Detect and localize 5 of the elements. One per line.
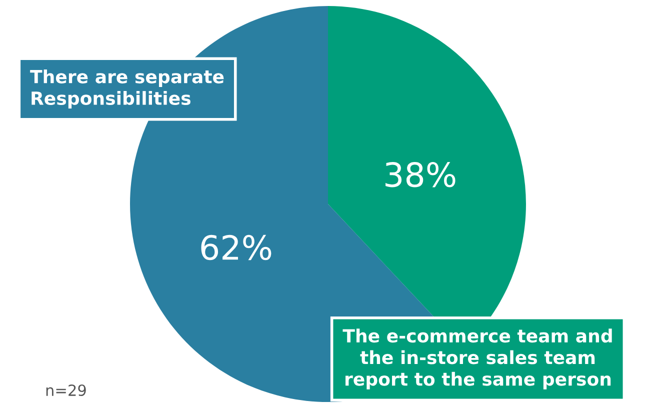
text: n=29 [46,384,86,396]
data-label: 38% [386,162,456,188]
data-label: 62% [201,234,272,260]
slice-label: There are separate Responsibilities [30,69,224,109]
slice-label: The e-commerce team and the in-store sales team report to the same person [342,328,612,390]
